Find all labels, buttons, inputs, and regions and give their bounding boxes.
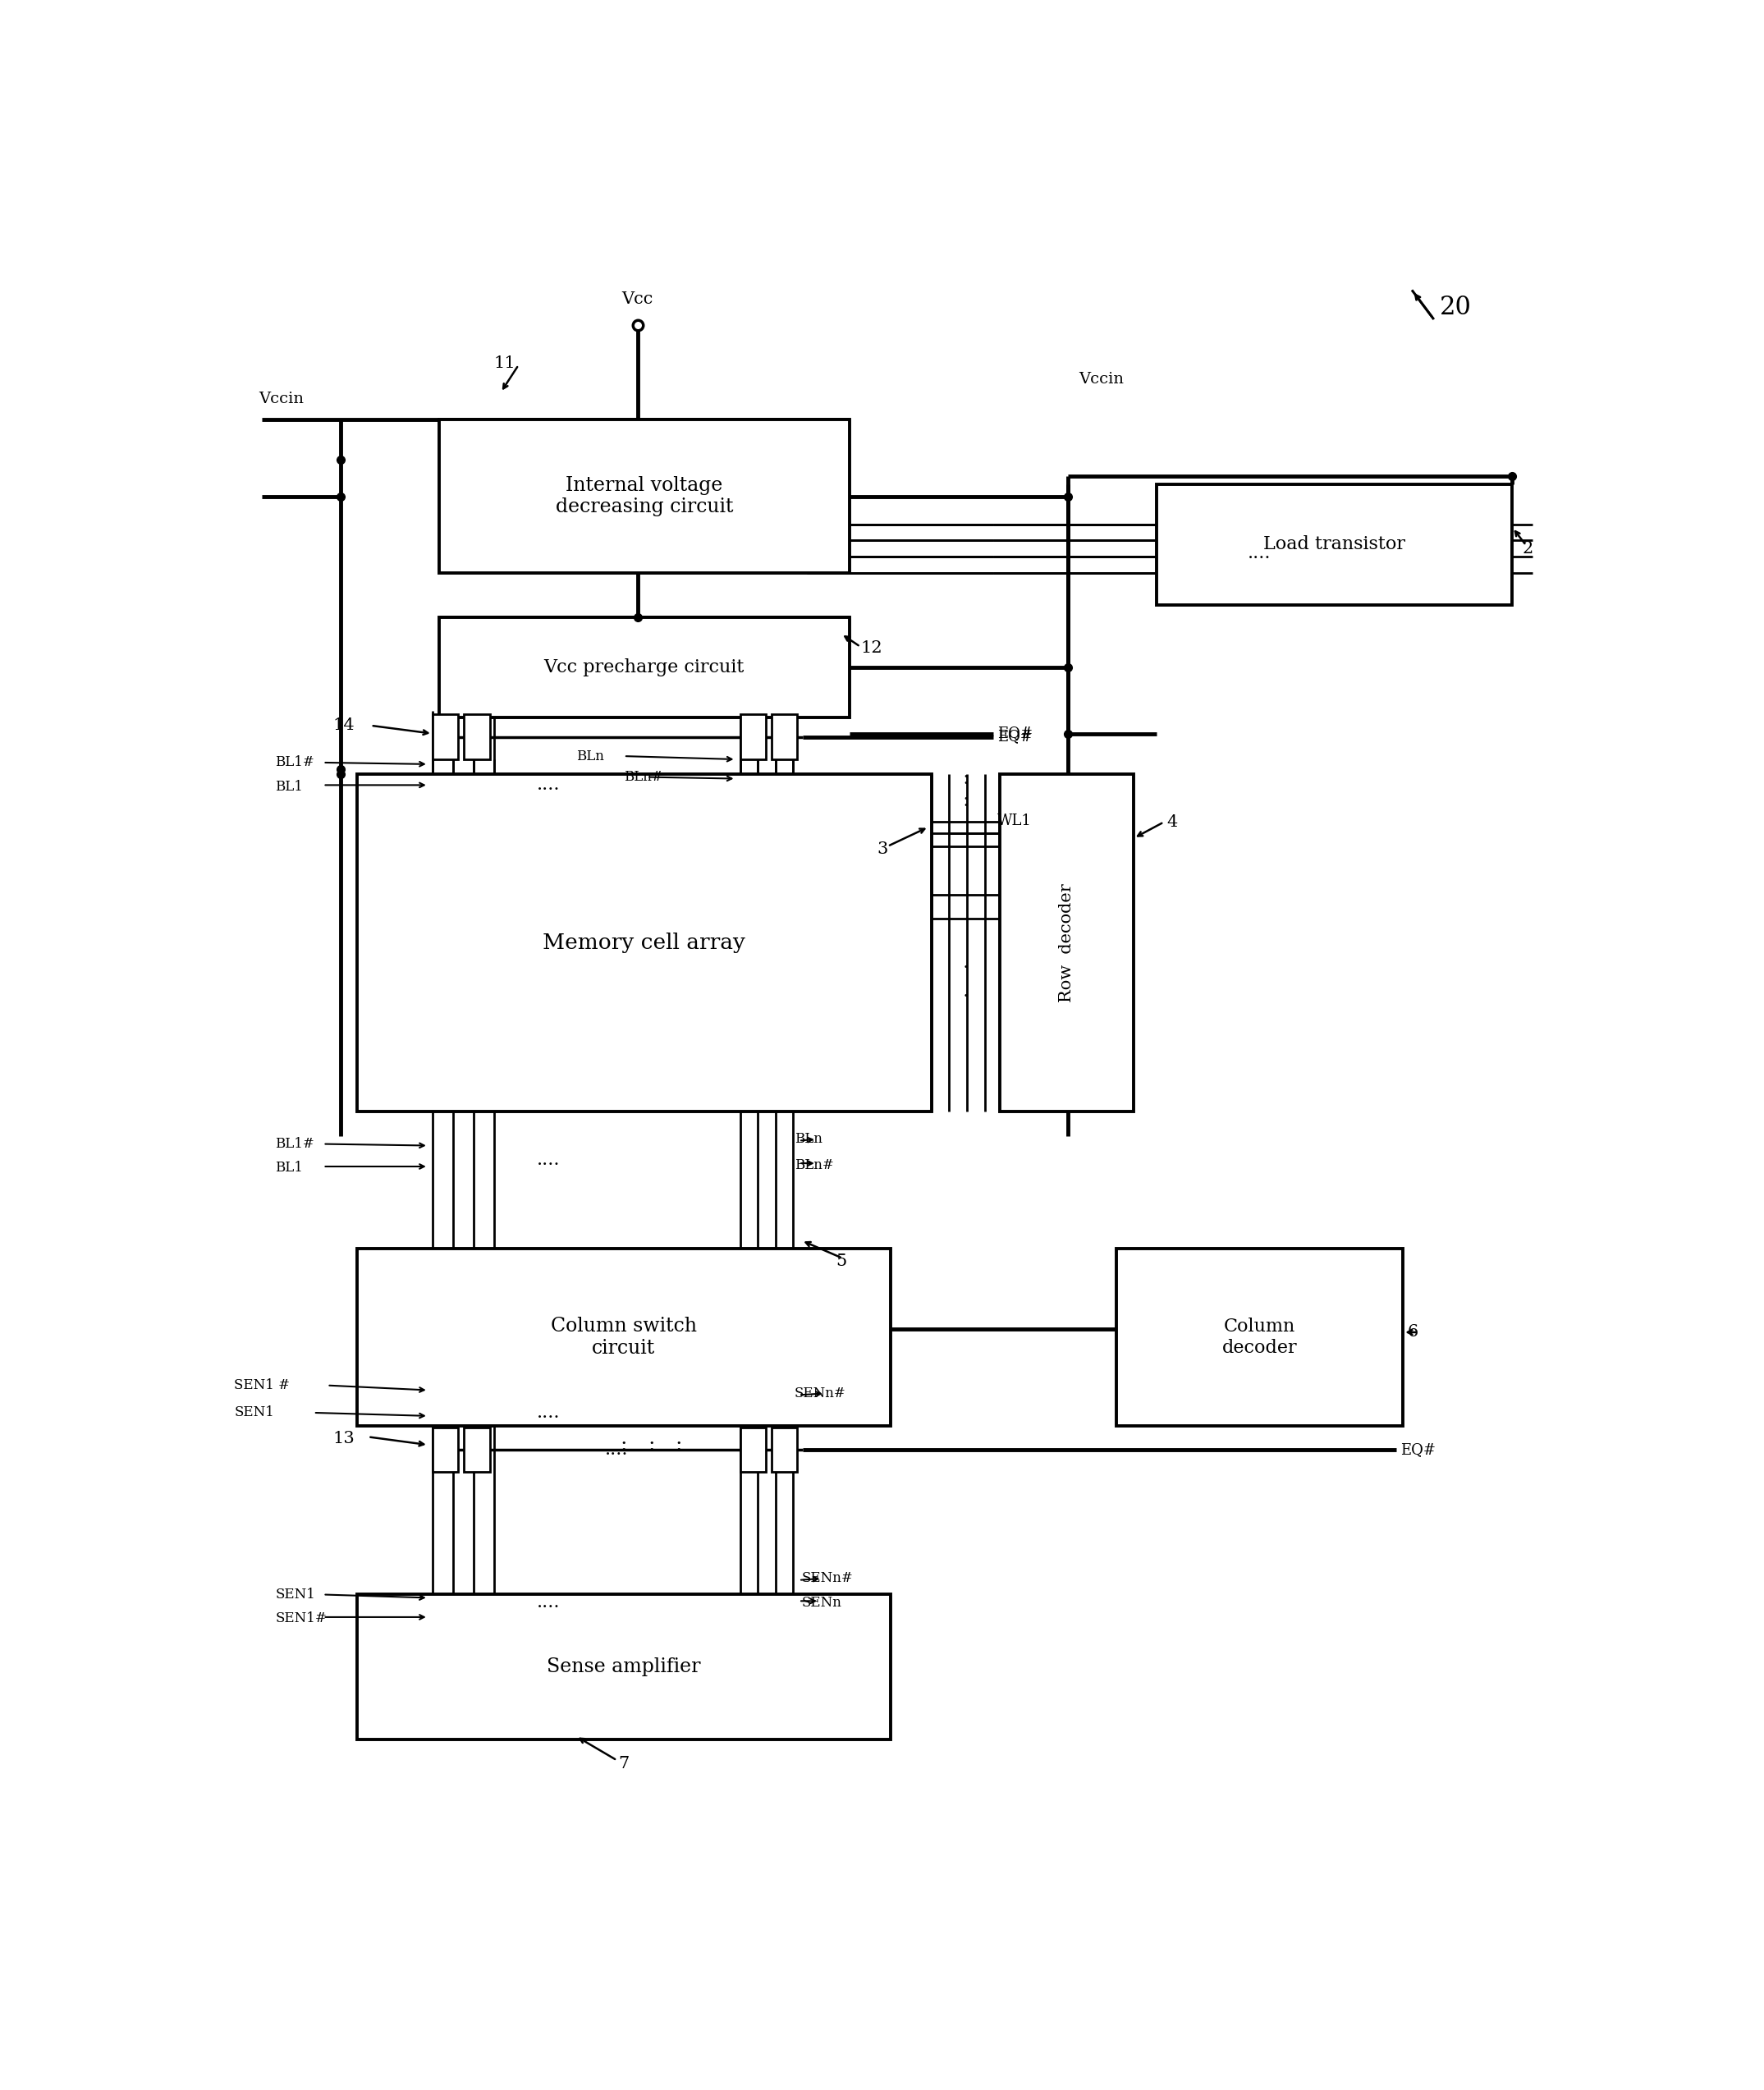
Text: Column switch
circuit: Column switch circuit [550,1317,697,1356]
Text: ....: .... [536,1593,561,1611]
Text: EQ#: EQ# [1401,1442,1436,1457]
FancyBboxPatch shape [464,1427,490,1471]
Text: BL1#: BL1# [275,1137,314,1152]
Text: 20: 20 [1439,295,1471,320]
Text: SENn: SENn [801,1595,841,1609]
Text: 6: 6 [1408,1325,1418,1340]
FancyBboxPatch shape [356,1248,891,1425]
FancyBboxPatch shape [771,1427,797,1471]
Text: ....: .... [536,1404,561,1421]
Text: BL1: BL1 [275,1162,303,1175]
Text: .: . [963,953,968,972]
FancyBboxPatch shape [1000,773,1134,1112]
FancyBboxPatch shape [432,715,459,759]
FancyBboxPatch shape [741,715,766,759]
Text: 4: 4 [1166,815,1177,830]
Text: Internal voltage
decreasing circuit: Internal voltage decreasing circuit [556,477,734,516]
FancyBboxPatch shape [439,420,850,573]
Text: :: : [676,1436,683,1455]
FancyBboxPatch shape [356,773,931,1112]
Text: ....: .... [605,725,628,742]
Text: 2: 2 [1522,541,1533,556]
Text: BLn: BLn [575,748,603,763]
Text: Vcc precharge circuit: Vcc precharge circuit [543,658,744,677]
Text: 14: 14 [333,717,355,734]
Text: BLn#: BLn# [624,769,663,784]
FancyBboxPatch shape [1157,485,1512,604]
Text: :: : [621,1436,628,1455]
FancyBboxPatch shape [356,1595,891,1739]
FancyBboxPatch shape [741,1427,766,1471]
Text: WL1: WL1 [997,813,1032,828]
Text: Row  decoder: Row decoder [1058,884,1074,1003]
Text: :: : [961,792,968,811]
Text: 3: 3 [877,842,887,857]
Text: Vcc: Vcc [621,291,653,307]
Text: SENn#: SENn# [801,1572,854,1586]
Text: 13: 13 [333,1432,355,1446]
Text: 5: 5 [836,1254,847,1269]
Text: Memory cell array: Memory cell array [543,932,746,953]
Text: EQ#: EQ# [997,725,1032,742]
Text: .: . [963,982,968,1001]
Text: ....: .... [605,1440,628,1459]
Text: :: : [961,769,968,788]
Text: SENn#: SENn# [794,1386,847,1400]
Text: Sense amplifier: Sense amplifier [547,1657,700,1676]
FancyBboxPatch shape [439,619,850,717]
Text: BLn#: BLn# [794,1158,834,1172]
Text: ....: .... [536,775,561,794]
Text: SEN1: SEN1 [275,1588,316,1601]
Text: SEN1: SEN1 [235,1407,273,1419]
Text: BL1#: BL1# [275,757,314,769]
Text: SEN1 #: SEN1 # [235,1379,289,1392]
FancyBboxPatch shape [464,715,490,759]
Text: ....: .... [536,1152,561,1168]
Text: SEN1#: SEN1# [275,1611,326,1626]
FancyBboxPatch shape [432,1427,459,1471]
Text: 11: 11 [494,355,515,372]
Text: BLn: BLn [794,1133,822,1145]
Text: Column
decoder: Column decoder [1222,1317,1297,1356]
Text: Vccin: Vccin [1080,372,1124,387]
Text: EQ#: EQ# [997,729,1032,744]
Text: :: : [647,1436,654,1455]
Text: 12: 12 [861,640,882,656]
Text: 7: 7 [619,1756,630,1772]
FancyBboxPatch shape [1117,1248,1402,1425]
Text: BL1: BL1 [275,780,303,794]
FancyBboxPatch shape [771,715,797,759]
Text: Vccin: Vccin [259,391,303,405]
Text: ....: .... [1247,543,1272,562]
Text: Load transistor: Load transistor [1263,535,1406,554]
